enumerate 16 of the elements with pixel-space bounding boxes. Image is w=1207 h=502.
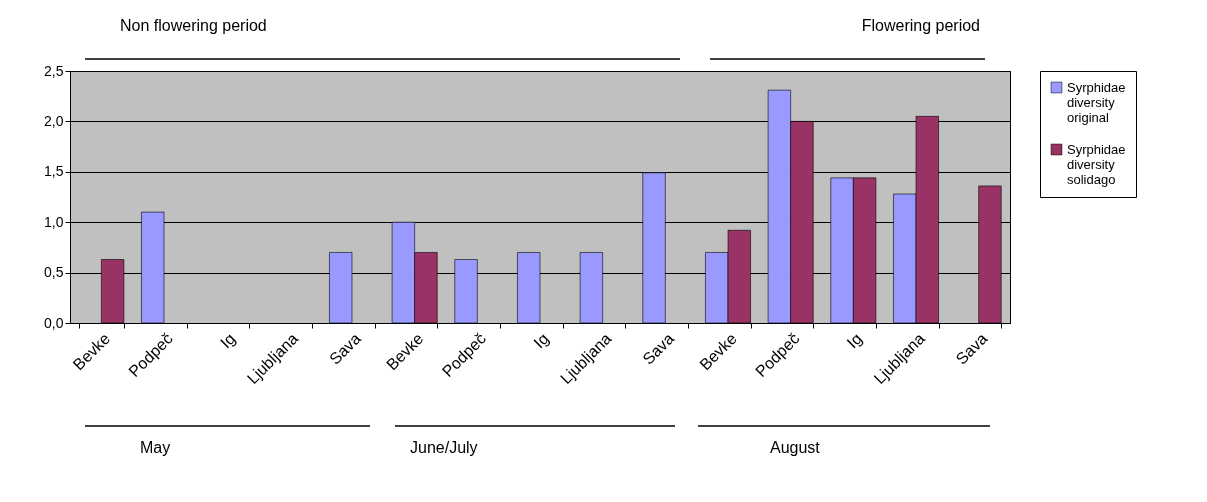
text: June/July bbox=[410, 439, 478, 456]
y-tick-label: 0,0 bbox=[44, 314, 64, 331]
y-tick-label: 1,0 bbox=[44, 213, 64, 230]
y-tick-label: 2,5 bbox=[44, 62, 64, 79]
y-tick-label: 2,0 bbox=[44, 112, 64, 129]
legend-label: Syrphidae diversity original bbox=[1067, 79, 1126, 125]
text: August bbox=[770, 439, 821, 456]
legend-label: Syrphidae diversity solidago bbox=[1067, 141, 1126, 187]
x-tick-label: Ig bbox=[843, 329, 866, 352]
y-tick-label: 1,5 bbox=[44, 163, 64, 180]
x-tick-label: Ig bbox=[217, 329, 239, 352]
x-tick-label: Ig bbox=[530, 329, 552, 352]
y-tick-label: 0,5 bbox=[44, 264, 64, 281]
text: Flowering period bbox=[861, 17, 980, 34]
text: May bbox=[140, 439, 171, 456]
text: Non flowering period bbox=[120, 17, 267, 34]
